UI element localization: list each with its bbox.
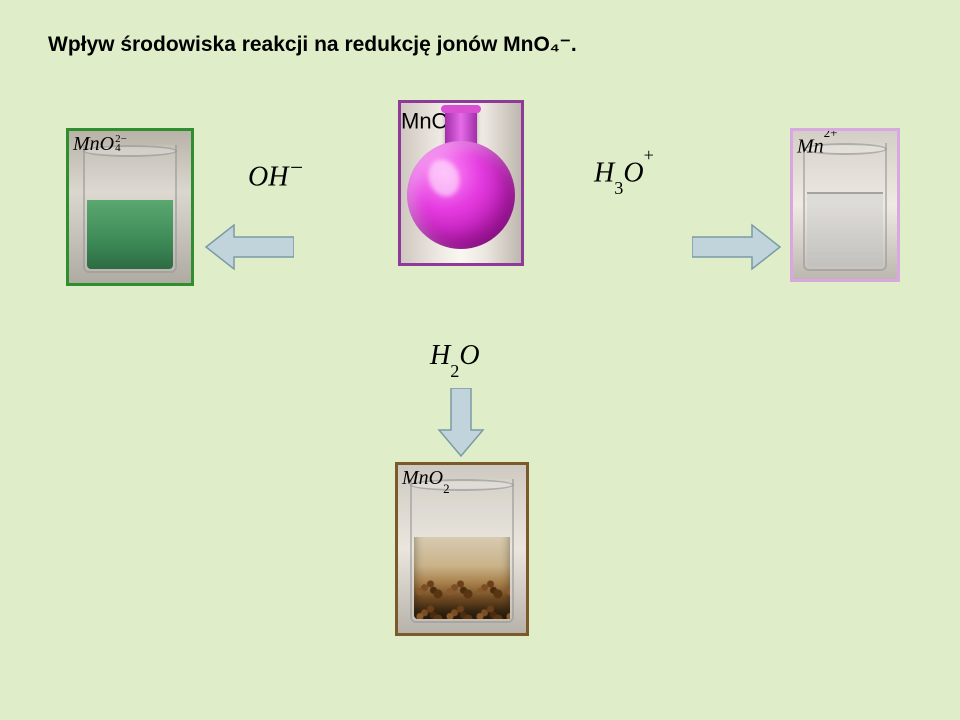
- medium-label-neutral: H2O: [430, 340, 480, 376]
- beaker-acidic: [803, 143, 887, 271]
- center-flask-box: MnO4−: [398, 100, 524, 266]
- beaker-neutral: [410, 479, 514, 623]
- flask-body: [407, 141, 515, 249]
- liquid-neutral: [414, 537, 510, 619]
- arrow-down: [436, 388, 486, 458]
- product-label-basic: MnO2−4: [73, 133, 127, 156]
- liquid-basic: [87, 200, 173, 269]
- liquid-acidic: [807, 192, 883, 267]
- beaker-basic: [83, 145, 177, 273]
- product-box-basic: MnO2−4: [66, 128, 194, 286]
- arrow-left: [204, 222, 294, 272]
- product-box-neutral: MnO2: [395, 462, 529, 636]
- arrow-right: [692, 222, 782, 272]
- medium-label-basic: OH−: [248, 155, 304, 193]
- medium-label-acidic: H3O+: [594, 155, 654, 193]
- product-box-acidic: Mn2+: [790, 128, 900, 282]
- page-title: Wpływ środowiska reakcji na redukcję jon…: [48, 32, 577, 57]
- product-label-acidic: Mn2+: [797, 133, 838, 159]
- product-label-neutral: MnO2: [402, 467, 450, 493]
